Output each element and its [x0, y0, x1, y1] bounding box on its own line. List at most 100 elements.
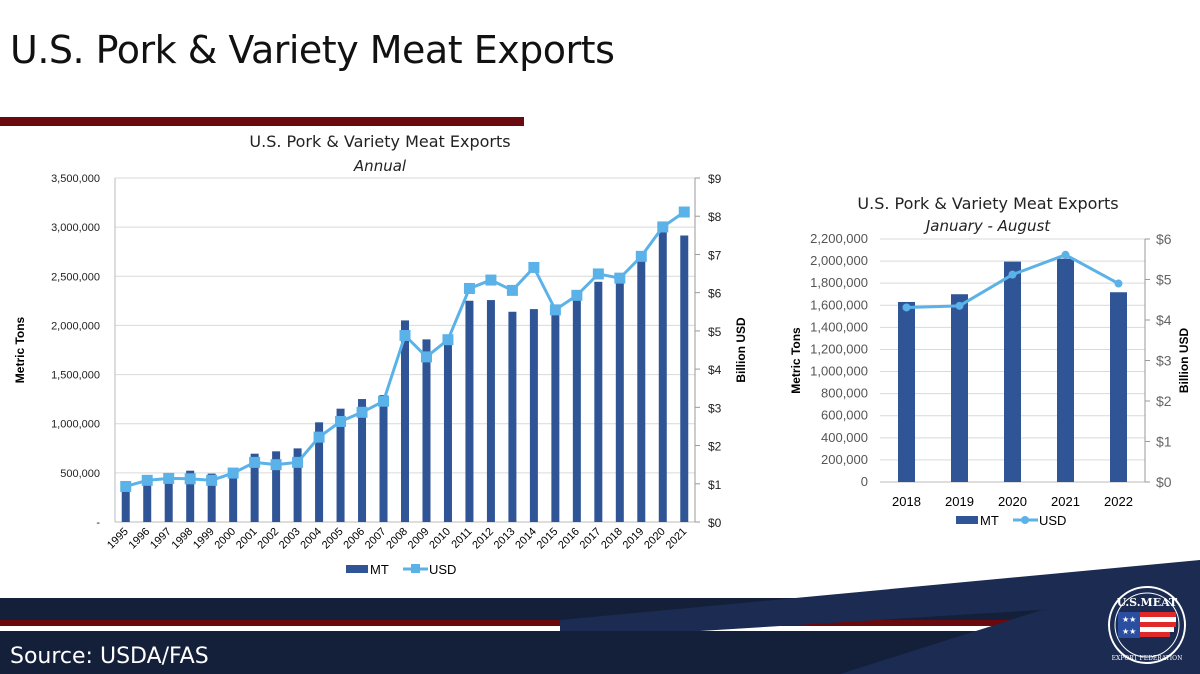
bar-mt-2003 [293, 448, 302, 522]
usd-point-2015 [549, 304, 561, 316]
chart-title: U.S. Pork & Variety Meat Exports [249, 132, 510, 151]
y-tick-label: 2,500,000 [51, 271, 100, 283]
bar-mt-2007 [379, 395, 388, 522]
bar-mt-2019 [637, 261, 646, 522]
usd-point-2013 [506, 284, 518, 296]
x-tick-label: 2002 [255, 526, 281, 552]
chart-subtitle: January - August [923, 217, 1051, 235]
legend-swatch-mt [956, 516, 978, 524]
y2-tick-label: $3 [1156, 353, 1172, 369]
usd-point-1996 [141, 474, 153, 486]
y-tick-label: 2,200,000 [810, 231, 868, 246]
footer-navy-band [0, 598, 1200, 620]
bar-mt-2021 [1057, 258, 1074, 482]
x-tick-label: 2000 [212, 526, 238, 552]
y2-tick-label: $1 [1156, 434, 1172, 450]
legend-label-mt: MT [370, 562, 389, 577]
usd-point-2016 [571, 289, 583, 301]
usd-point-2021 [678, 206, 690, 218]
x-tick-label: 2013 [492, 526, 518, 552]
y2-tick-label: $5 [1156, 272, 1172, 288]
chart-title: U.S. Pork & Variety Meat Exports [857, 194, 1118, 213]
bar-mt-2018 [615, 283, 624, 522]
y2-tick-label: $0 [708, 516, 722, 530]
y-tick-label: 1,200,000 [810, 341, 868, 356]
y-tick-label: 3,000,000 [51, 222, 100, 234]
y-tick-label: 1,600,000 [810, 297, 868, 312]
usd-point-2011 [463, 282, 475, 294]
bar-mt-1997 [164, 475, 173, 522]
title-divider [0, 117, 524, 126]
x-tick-label: 2009 [406, 526, 432, 552]
bar-mt-2020 [658, 232, 667, 522]
y-tick-label: 400,000 [821, 430, 868, 445]
bar-mt-2010 [443, 340, 452, 522]
bar-mt-1995 [121, 483, 130, 522]
usd-point-2008 [399, 329, 411, 341]
x-tick-label: 2020 [642, 526, 668, 552]
usd-point-2003 [292, 456, 304, 468]
usd-point-2000 [227, 467, 239, 479]
x-tick-label: 2017 [578, 526, 604, 552]
bar-mt-2015 [551, 312, 560, 522]
bar-mt-2016 [572, 298, 581, 522]
bar-mt-2008 [401, 320, 409, 522]
x-tick-label: 2018 [892, 494, 921, 509]
y-axis-label: Metric Tons [13, 316, 27, 383]
source-note: Source: USDA/FAS [10, 644, 209, 669]
x-tick-label: 1998 [170, 526, 196, 552]
y2-tick-label: $6 [708, 287, 722, 301]
chart-subtitle: Annual [353, 157, 407, 175]
y2-tick-label: $0 [1156, 474, 1172, 490]
bar-mt-2005 [336, 408, 345, 522]
slide-title: U.S. Pork & Variety Meat Exports [10, 28, 615, 72]
y-tick-label: 500,000 [60, 468, 100, 480]
bar-mt-2012 [486, 300, 495, 522]
y-tick-label: 2,000,000 [51, 320, 100, 332]
bar-mt-2001 [250, 453, 259, 522]
usd-point-1998 [184, 473, 196, 485]
y2-axis-label: Billion USD [734, 317, 748, 383]
legend-label-usd: USD [1039, 513, 1066, 528]
x-tick-label: 2005 [320, 526, 346, 552]
x-tick-label: 1999 [191, 526, 217, 552]
x-tick-label: 2007 [363, 526, 389, 552]
usd-point-2012 [485, 274, 497, 286]
usd-point-2020 [1008, 270, 1017, 279]
x-tick-label: 2019 [621, 526, 647, 552]
x-tick-label: 1997 [148, 526, 174, 552]
x-tick-label: 1996 [127, 526, 153, 552]
y2-tick-label: $1 [708, 478, 722, 492]
usd-point-2021 [1061, 250, 1070, 259]
legend-marker-usd [411, 564, 420, 573]
y2-tick-label: $8 [708, 210, 722, 224]
usd-point-2018 [902, 303, 911, 312]
x-tick-label: 2016 [556, 526, 582, 552]
x-tick-label: 2006 [341, 526, 367, 552]
y-tick-label: 600,000 [821, 408, 868, 423]
usd-point-2004 [313, 431, 325, 443]
usd-point-1999 [206, 474, 218, 486]
bar-mt-1996 [143, 478, 152, 522]
x-tick-label: 2019 [945, 494, 974, 509]
usd-point-1997 [163, 472, 175, 484]
usd-point-2001 [249, 456, 261, 468]
y2-tick-label: $2 [1156, 393, 1172, 409]
bar-mt-2013 [508, 311, 517, 522]
usd-point-2005 [335, 415, 347, 427]
bar-mt-2006 [358, 399, 367, 522]
y-tick-label: 2,000,000 [810, 253, 868, 268]
x-tick-label: 2020 [998, 494, 1027, 509]
x-tick-label: 2015 [535, 526, 561, 552]
y2-tick-label: $3 [708, 401, 722, 415]
bar-mt-2017 [594, 281, 603, 522]
bar-mt-2004 [315, 422, 324, 522]
bar-mt-2021 [680, 235, 689, 523]
usd-point-2019 [955, 301, 964, 310]
bar-mt-2000 [229, 474, 238, 522]
x-tick-label: 2021 [664, 526, 690, 552]
y2-tick-label: $6 [1156, 231, 1172, 247]
x-tick-label: 2010 [427, 526, 453, 552]
y-tick-label: 200,000 [821, 452, 868, 467]
